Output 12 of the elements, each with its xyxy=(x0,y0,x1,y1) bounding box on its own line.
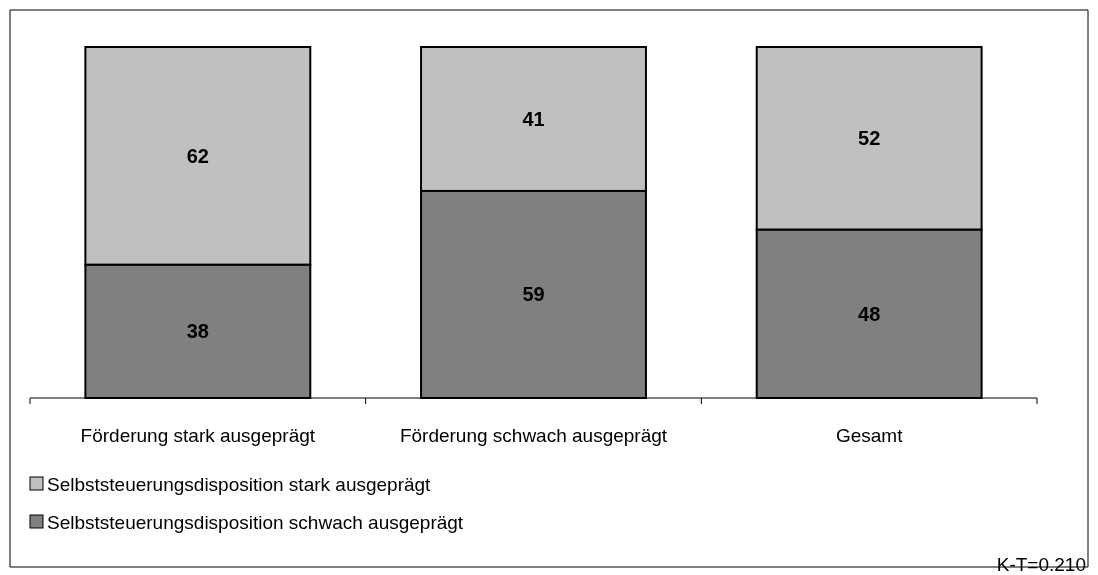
data-label: 41 xyxy=(522,107,545,130)
x-tick-label: Förderung schwach ausgeprägt xyxy=(399,425,668,446)
legend-label: Selbststeuerungsdisposition schwach ausgeprägt xyxy=(47,511,464,533)
data-label: 48 xyxy=(858,302,881,325)
data-label: 62 xyxy=(186,144,209,167)
x-tick-label: Förderung stark ausgeprägt xyxy=(80,425,316,446)
text: K-T=0.210 xyxy=(996,554,1086,575)
data-label: 38 xyxy=(186,320,209,343)
legend-label: Selbststeuerungsdisposition stark ausgeprägt xyxy=(47,473,432,495)
x-tick-label: Gesamt xyxy=(835,425,904,446)
data-label: 52 xyxy=(858,127,881,150)
data-label: 59 xyxy=(522,283,545,306)
